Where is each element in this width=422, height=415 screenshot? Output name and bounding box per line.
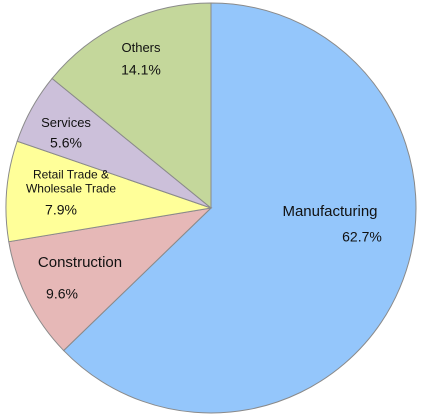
value-label: 62.7% bbox=[342, 228, 382, 245]
value-label: 7.9% bbox=[45, 201, 77, 218]
slice-label: Retail Trade & Wholesale Trade bbox=[25, 167, 117, 196]
slice-label: Construction bbox=[37, 254, 123, 271]
pie-slice bbox=[8, 207, 213, 352]
pie-slice bbox=[5, 140, 212, 243]
pie-slice bbox=[62, 2, 417, 414]
value-label: 5.6% bbox=[50, 134, 82, 151]
value-label: 14.1% bbox=[121, 61, 161, 78]
pie-slice bbox=[51, 2, 212, 210]
slice-label: Others bbox=[121, 40, 161, 56]
slice-label: Manufacturing bbox=[282, 203, 378, 220]
value-label: 9.6% bbox=[46, 285, 78, 302]
slice-label: Services bbox=[41, 115, 91, 131]
